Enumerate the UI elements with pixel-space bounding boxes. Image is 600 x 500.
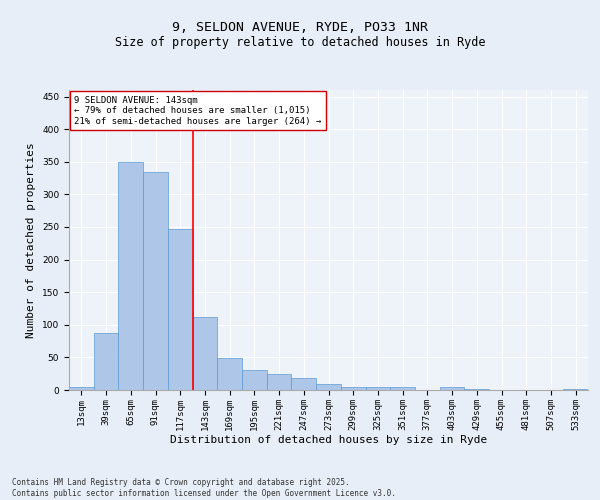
Bar	[365, 388, 390, 390]
Bar	[94, 332, 118, 390]
Bar	[341, 386, 365, 390]
Bar	[193, 317, 217, 390]
X-axis label: Distribution of detached houses by size in Ryde: Distribution of detached houses by size …	[170, 436, 487, 446]
Bar	[440, 388, 464, 390]
Bar	[118, 162, 143, 390]
Bar	[143, 172, 168, 390]
Bar	[242, 370, 267, 390]
Text: 9, SELDON AVENUE, RYDE, PO33 1NR: 9, SELDON AVENUE, RYDE, PO33 1NR	[172, 21, 428, 34]
Bar	[292, 378, 316, 390]
Text: Size of property relative to detached houses in Ryde: Size of property relative to detached ho…	[115, 36, 485, 49]
Bar	[69, 386, 94, 390]
Bar	[316, 384, 341, 390]
Bar	[217, 358, 242, 390]
Y-axis label: Number of detached properties: Number of detached properties	[26, 142, 37, 338]
Bar	[168, 229, 193, 390]
Text: 9 SELDON AVENUE: 143sqm
← 79% of detached houses are smaller (1,015)
21% of semi: 9 SELDON AVENUE: 143sqm ← 79% of detache…	[74, 96, 322, 126]
Text: Contains HM Land Registry data © Crown copyright and database right 2025.
Contai: Contains HM Land Registry data © Crown c…	[12, 478, 396, 498]
Bar	[267, 374, 292, 390]
Bar	[390, 386, 415, 390]
